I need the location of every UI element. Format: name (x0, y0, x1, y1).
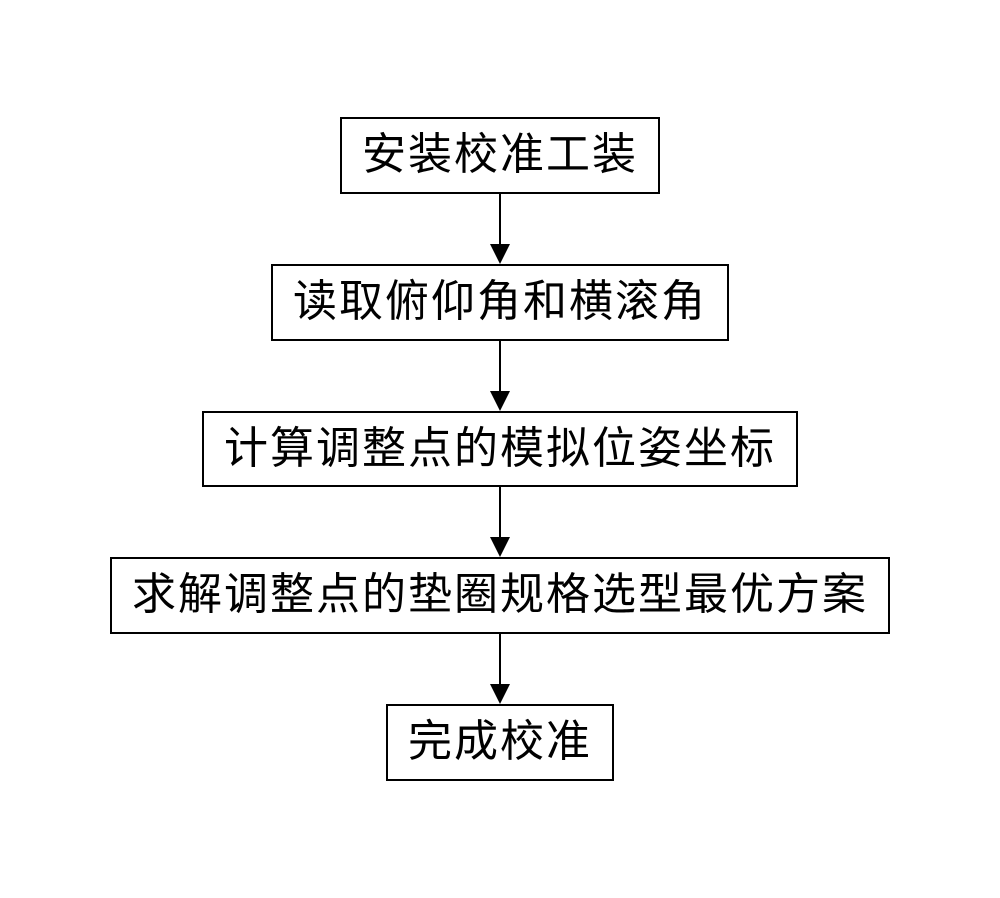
arrow-line (499, 194, 501, 244)
arrow-head (490, 391, 510, 411)
arrow-down-icon (490, 487, 510, 557)
flowchart-node: 安装校准工装 (340, 117, 660, 194)
flowchart-container: 安装校准工装 读取俯仰角和横滚角 计算调整点的模拟位姿坐标 求解调整点的垫圈规格… (110, 117, 890, 781)
node-label: 计算调整点的模拟位姿坐标 (224, 424, 776, 473)
arrow-line (499, 634, 501, 684)
flowchart-node: 完成校准 (386, 704, 614, 781)
node-label: 读取俯仰角和横滚角 (293, 277, 707, 326)
arrow-down-icon (490, 634, 510, 704)
node-label: 完成校准 (408, 717, 592, 766)
flowchart-node: 读取俯仰角和横滚角 (271, 264, 729, 341)
arrow-head (490, 244, 510, 264)
flowchart-node: 求解调整点的垫圈规格选型最优方案 (110, 557, 890, 634)
node-label: 求解调整点的垫圈规格选型最优方案 (132, 570, 868, 619)
flowchart-node: 计算调整点的模拟位姿坐标 (202, 411, 798, 488)
arrow-line (499, 487, 501, 537)
arrow-down-icon (490, 341, 510, 411)
arrow-head (490, 537, 510, 557)
node-label: 安装校准工装 (362, 130, 638, 179)
arrow-down-icon (490, 194, 510, 264)
arrow-line (499, 341, 501, 391)
arrow-head (490, 684, 510, 704)
